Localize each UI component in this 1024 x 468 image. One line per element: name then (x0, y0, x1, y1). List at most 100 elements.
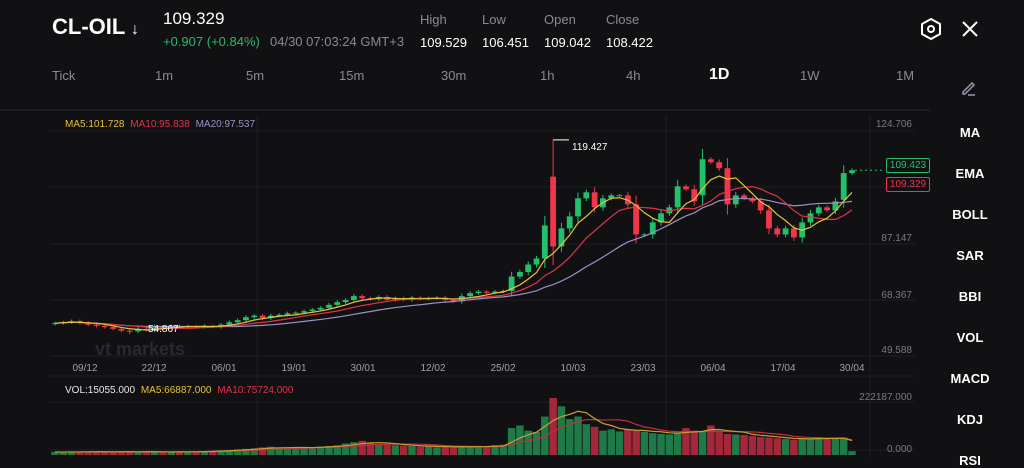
volume-bar (673, 432, 682, 455)
candle-up (849, 170, 855, 174)
volume-bar (615, 431, 624, 455)
volume-bar (408, 446, 416, 455)
date-axis-label: 09/12 (72, 363, 98, 374)
timeframe-tab-30m[interactable]: 30m (441, 68, 467, 83)
vol-ma5-legend: MA5:66887.000 (140, 385, 212, 396)
candle-up (342, 300, 349, 303)
volume-bar (267, 446, 275, 455)
volume-bar (781, 439, 790, 455)
ma5-legend: MA5:101.728 (65, 119, 125, 130)
close-icon[interactable] (960, 19, 980, 39)
volume-bar (217, 450, 225, 455)
sort-arrow-icon: ↓ (131, 21, 140, 38)
volume-bar (565, 419, 574, 455)
volume-bar (773, 438, 782, 455)
candle-up (251, 315, 258, 318)
volume-bar (790, 439, 798, 455)
stat-open: Open 109.042 (544, 12, 591, 50)
candle-up (566, 216, 573, 229)
volume-bar (275, 447, 283, 455)
volume-bar (167, 451, 175, 455)
candle-up (475, 291, 482, 294)
indicator-boll[interactable]: BOLL (952, 207, 988, 222)
timeframe-tab-1d[interactable]: 1D (709, 66, 730, 83)
candle-down (790, 228, 797, 238)
stat-close: Close 108.422 (606, 12, 653, 50)
volume-bar (698, 431, 707, 455)
indicator-bbi[interactable]: BBI (958, 289, 982, 304)
candle-up (243, 317, 249, 321)
volume-bar (649, 433, 657, 455)
timeframe-tab-1m[interactable]: 1m (155, 68, 174, 83)
volume-bar (84, 451, 92, 455)
draw-pencil-icon[interactable] (960, 79, 978, 97)
timeframe-tab-1w[interactable]: 1W (800, 68, 820, 83)
settings-icon[interactable] (919, 17, 943, 41)
vol-ma10-legend: MA10:75724.000 (217, 385, 294, 396)
volume-bar (242, 448, 250, 455)
volume-bar (657, 433, 665, 455)
volume-bar (748, 436, 757, 455)
date-axis-label: 12/02 (420, 363, 446, 374)
candle-down (749, 198, 756, 202)
candle-down (691, 189, 698, 202)
indicator-rsi[interactable]: RSI (959, 453, 981, 468)
volume-bar (549, 398, 557, 455)
volume-bar (391, 445, 400, 455)
candle-up (334, 302, 341, 305)
volume-axis-label: 0.000 (886, 444, 912, 455)
indicator-ema[interactable]: EMA (955, 166, 985, 181)
volume-bar (350, 442, 358, 455)
stat-low: Low 106.451 (482, 12, 529, 50)
indicator-sar[interactable]: SAR (956, 248, 984, 263)
date-axis-label: 22/12 (141, 363, 167, 374)
candle-up (658, 213, 664, 223)
symbol-selector[interactable]: CL-OIL ↓ (52, 14, 139, 40)
candle-up (558, 228, 565, 247)
vol-legend: VOL:15055.000 (65, 385, 136, 396)
candlestick-chart[interactable] (0, 0, 930, 458)
candle-down (774, 228, 781, 235)
volume-bar (632, 430, 640, 455)
volume-bar (101, 451, 109, 455)
candle-up (492, 291, 498, 293)
volume-bar (482, 446, 491, 455)
volume-bar (707, 425, 715, 455)
volume-bar (839, 437, 848, 455)
timeframe-tab-tick[interactable]: Tick (52, 68, 76, 83)
volume-bar (125, 451, 134, 455)
candle-down (93, 324, 100, 326)
volume-bar (92, 451, 101, 455)
volume-bar (582, 424, 591, 455)
timeframe-tab-5m[interactable]: 5m (246, 68, 265, 83)
volume-bar (433, 447, 441, 455)
candle-up (52, 323, 58, 325)
volume-bar (466, 446, 474, 455)
candle-up (317, 307, 324, 310)
indicator-macd[interactable]: MACD (950, 371, 990, 386)
timeframe-tab-4h[interactable]: 4h (626, 68, 641, 83)
volume-bar (175, 451, 184, 455)
timeframe-tab-15m[interactable]: 15m (339, 68, 365, 83)
volume-bar (715, 431, 723, 455)
date-axis-label: 17/04 (770, 363, 796, 374)
indicator-kdj[interactable]: KDJ (956, 412, 983, 427)
candle-up (533, 258, 540, 265)
volume-bar (341, 443, 350, 455)
date-axis-label: 06/01 (211, 363, 237, 374)
date-axis-label: 30/01 (350, 363, 376, 374)
volume-bar (499, 444, 508, 455)
volume-bar (258, 447, 267, 455)
timeframe-tab-1h[interactable]: 1h (540, 68, 555, 83)
timeframe-tab-1m[interactable]: 1M (896, 68, 915, 83)
candle-down (483, 291, 490, 293)
candle-down (707, 159, 714, 163)
candle-down (550, 176, 557, 247)
volume-bar (225, 449, 234, 455)
candle-up (508, 276, 515, 291)
candle-up (575, 198, 581, 217)
indicator-vol[interactable]: VOL (956, 330, 984, 345)
candle-up (350, 296, 357, 301)
volume-bar (109, 452, 117, 455)
indicator-ma[interactable]: MA (959, 125, 981, 140)
